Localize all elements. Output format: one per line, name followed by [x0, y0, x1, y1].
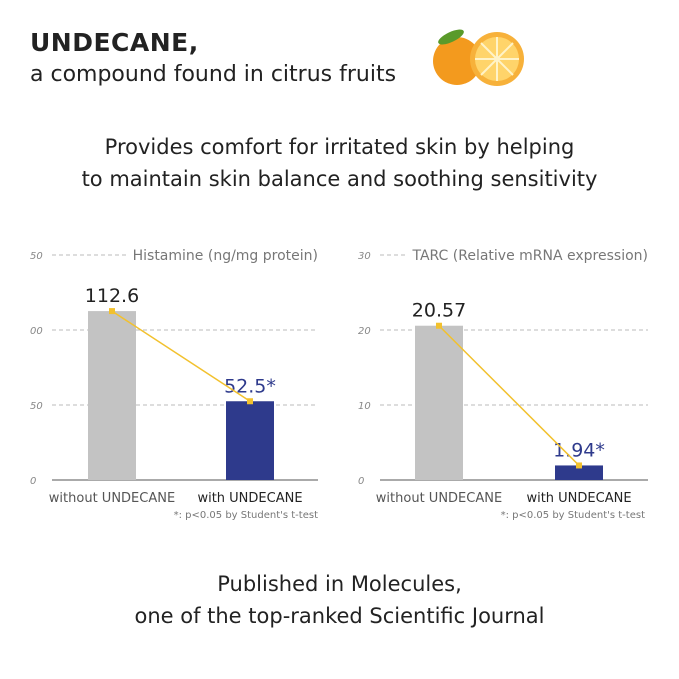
- x-category-label: without UNDECANE: [49, 491, 175, 506]
- y-tick-label: 50: [30, 251, 43, 262]
- data-label: 52.5*: [224, 375, 276, 397]
- title-backing: [407, 248, 648, 264]
- y-tick-label: 30: [358, 251, 371, 262]
- trend-marker: [436, 322, 442, 329]
- trend-marker: [109, 308, 115, 315]
- trend-line: [438, 325, 580, 466]
- x-category-label: with UNDECANE: [526, 491, 631, 506]
- claim-line-1: Provides comfort for irritated skin by h…: [104, 135, 575, 159]
- y-tick-label: 00: [30, 326, 43, 337]
- trend-line: [111, 310, 251, 402]
- y-tick-label: 20: [358, 326, 371, 337]
- x-category-label: with UNDECANE: [197, 491, 302, 506]
- significance-note: *: p<0.05 by Student's t-test: [174, 510, 318, 521]
- header-title: UNDECANE,: [30, 28, 199, 57]
- bar-control: [415, 325, 463, 480]
- data-label: 20.57: [412, 300, 466, 322]
- bar-treated: [555, 465, 603, 480]
- data-label: 112.6: [85, 285, 139, 307]
- bar-treated: [226, 401, 274, 480]
- y-tick-label: 10: [358, 401, 371, 412]
- trend-marker: [576, 462, 582, 469]
- header-subtitle: a compound found in citrus fruits: [30, 62, 397, 87]
- y-tick-label: 50: [30, 401, 43, 412]
- trend-marker: [247, 398, 253, 405]
- footer-line-1: Published in Molecules,: [217, 572, 462, 596]
- bar-control: [88, 311, 136, 480]
- footer-line-2: one of the top-ranked Scientific Journal: [134, 604, 545, 628]
- y-tick-label: 0: [358, 476, 364, 487]
- chart-title: TARC (Relative mRNA expression): [411, 248, 648, 264]
- title-backing: [128, 248, 318, 264]
- significance-note: *: p<0.05 by Student's t-test: [501, 510, 645, 521]
- chart-title: Histamine (ng/mg protein): [133, 248, 318, 264]
- y-tick-label: 0: [30, 476, 36, 487]
- claim-line-2: to maintain skin balance and soothing se…: [81, 167, 598, 191]
- orange-fruit-icon: [433, 29, 524, 86]
- data-label: 1.94*: [553, 439, 605, 461]
- x-category-label: without UNDECANE: [376, 491, 502, 506]
